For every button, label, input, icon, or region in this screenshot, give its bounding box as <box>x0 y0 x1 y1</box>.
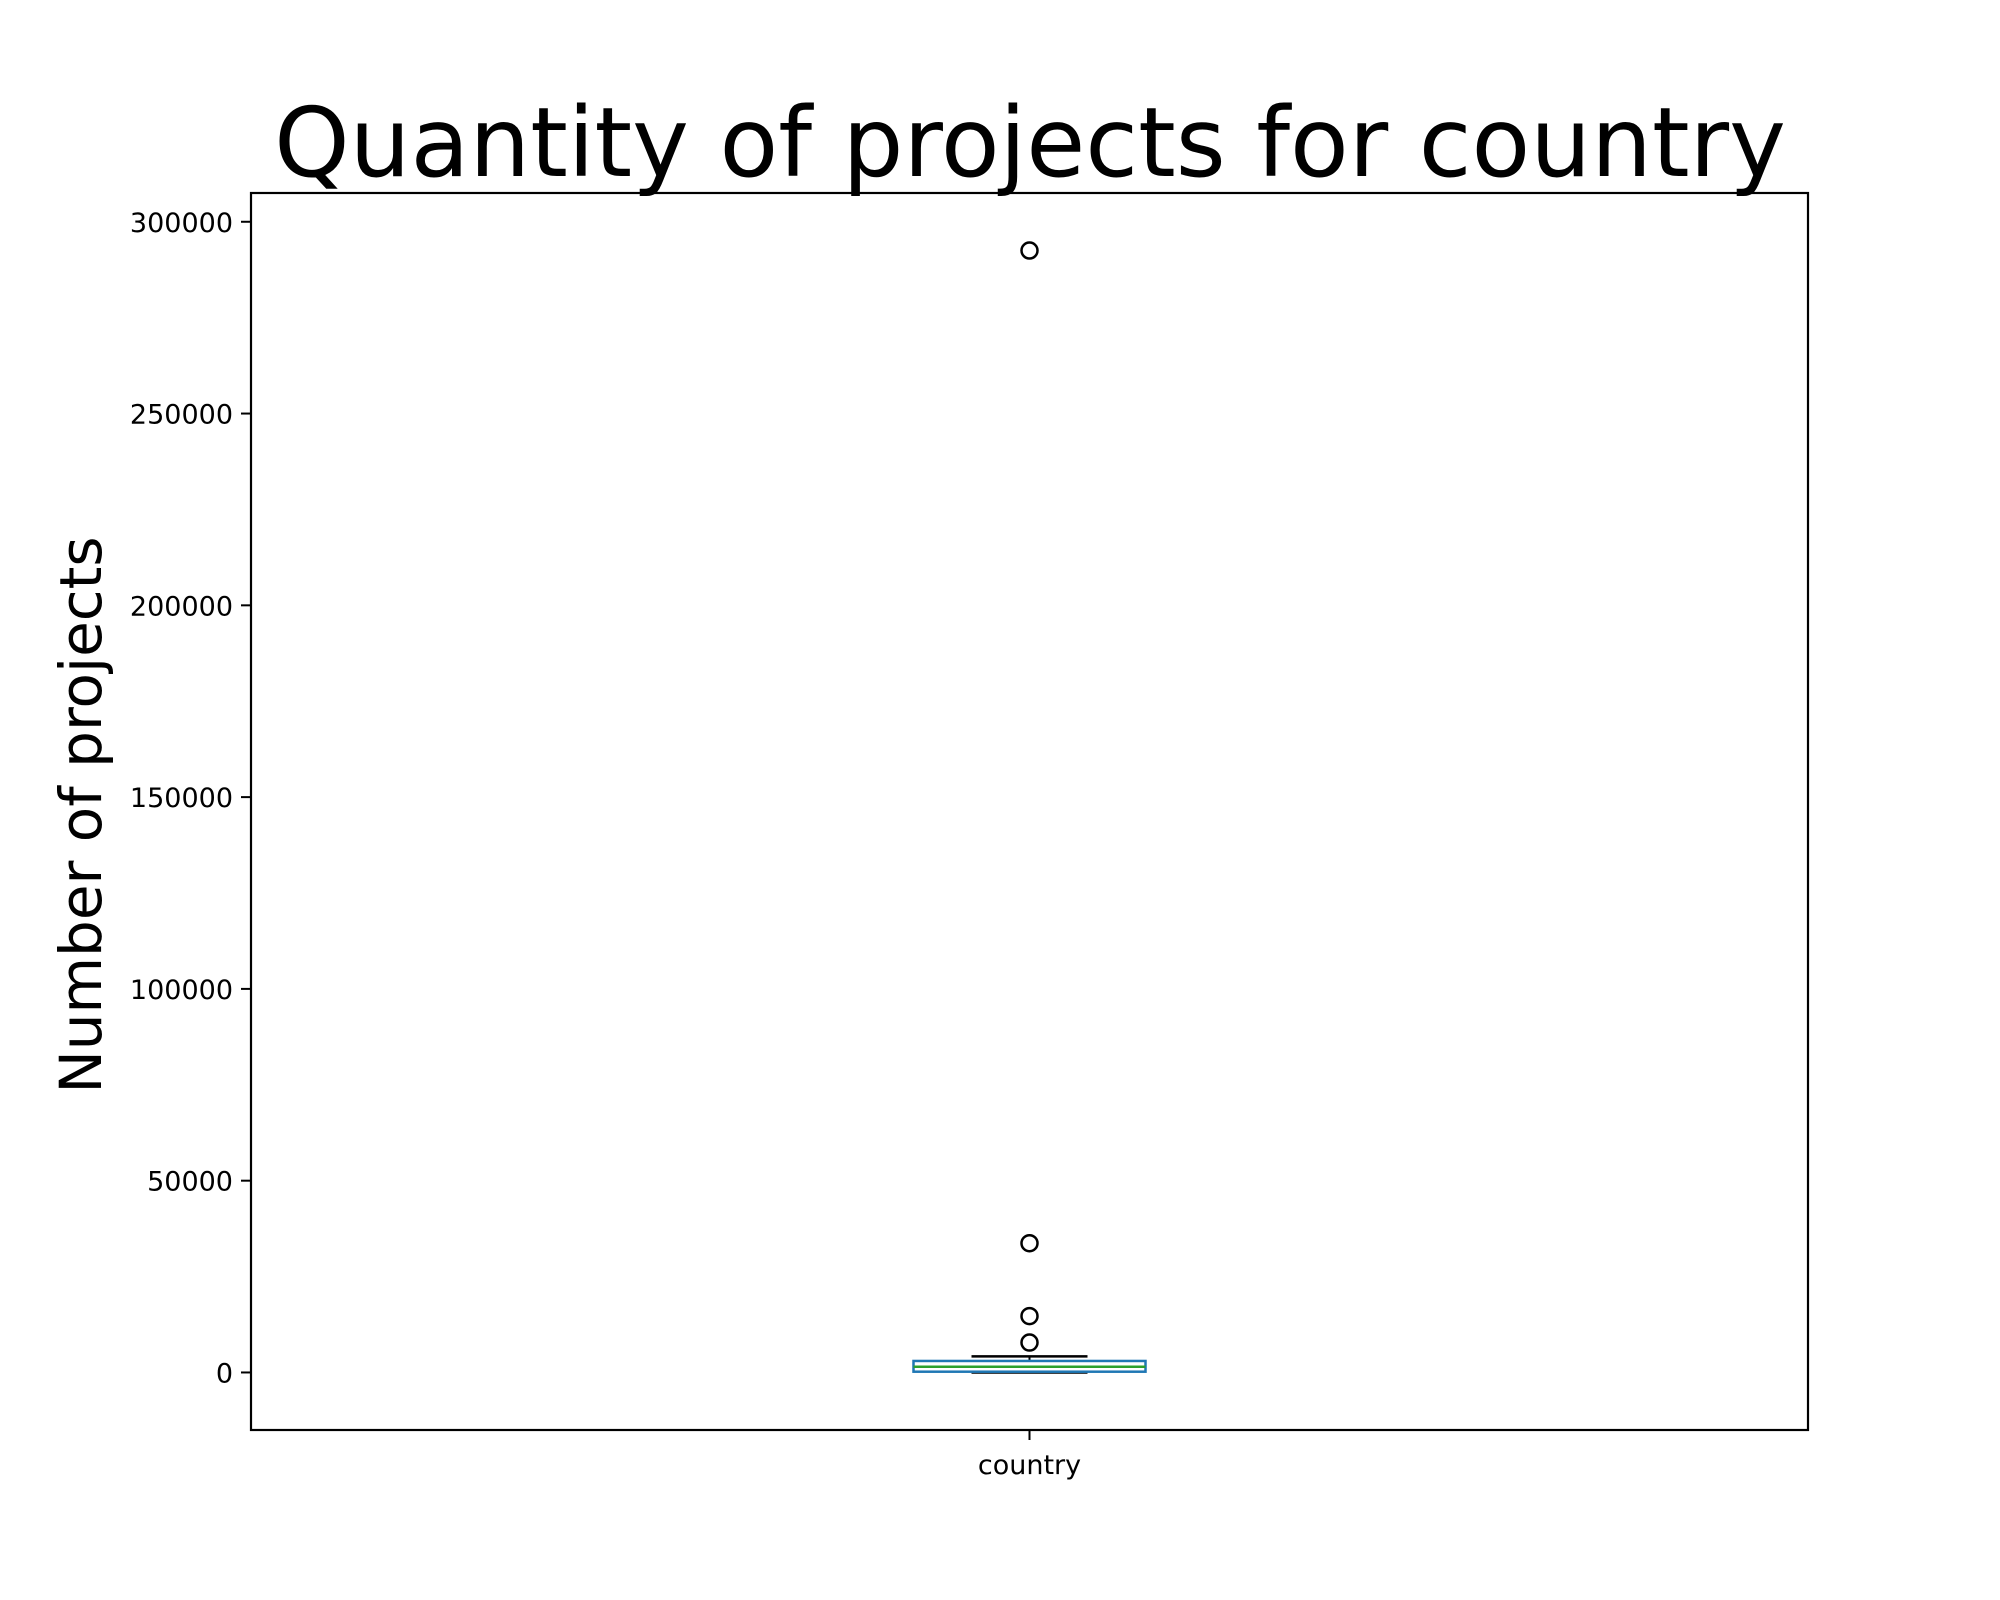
y-axis-label: Number of projects <box>47 536 115 1093</box>
outlier-point <box>1020 1333 1039 1352</box>
outlier-point <box>1020 1233 1039 1253</box>
y-tick-label: 250000 <box>130 400 233 431</box>
plot-area-frame <box>249 191 1810 1432</box>
outlier-point <box>1020 1306 1039 1326</box>
y-tick-label: 200000 <box>130 591 233 622</box>
x-axis: country <box>978 1430 1081 1481</box>
y-axis: 0 50000 100000 150000 200000 250000 300000 <box>130 208 251 1389</box>
y-tick-label: 0 <box>216 1358 233 1389</box>
y-tick-label: 100000 <box>130 975 233 1006</box>
box-series <box>912 241 1147 1374</box>
x-tick-label: country <box>978 1450 1081 1481</box>
chart-title: Quantity of projects for country <box>274 87 1786 199</box>
y-tick-label: 150000 <box>130 783 233 814</box>
y-tick-label: 300000 <box>130 208 233 239</box>
y-tick-label: 50000 <box>147 1167 233 1198</box>
outlier-point <box>1020 241 1039 260</box>
